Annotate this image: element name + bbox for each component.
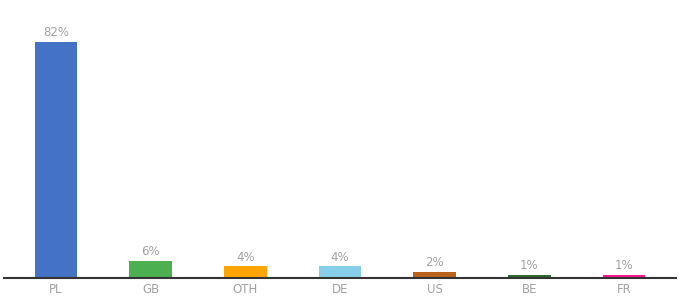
Bar	[35, 42, 78, 278]
Text: 4%: 4%	[236, 250, 254, 264]
Bar	[413, 272, 456, 278]
Bar	[129, 261, 172, 278]
Text: 2%: 2%	[426, 256, 444, 269]
Bar	[508, 275, 551, 278]
Text: 6%: 6%	[141, 245, 160, 258]
Text: 1%: 1%	[520, 259, 539, 272]
Bar	[319, 266, 361, 278]
Text: 4%: 4%	[330, 250, 350, 264]
Text: 82%: 82%	[43, 26, 69, 39]
Bar	[602, 275, 645, 278]
Text: 1%: 1%	[615, 259, 633, 272]
Bar	[224, 266, 267, 278]
